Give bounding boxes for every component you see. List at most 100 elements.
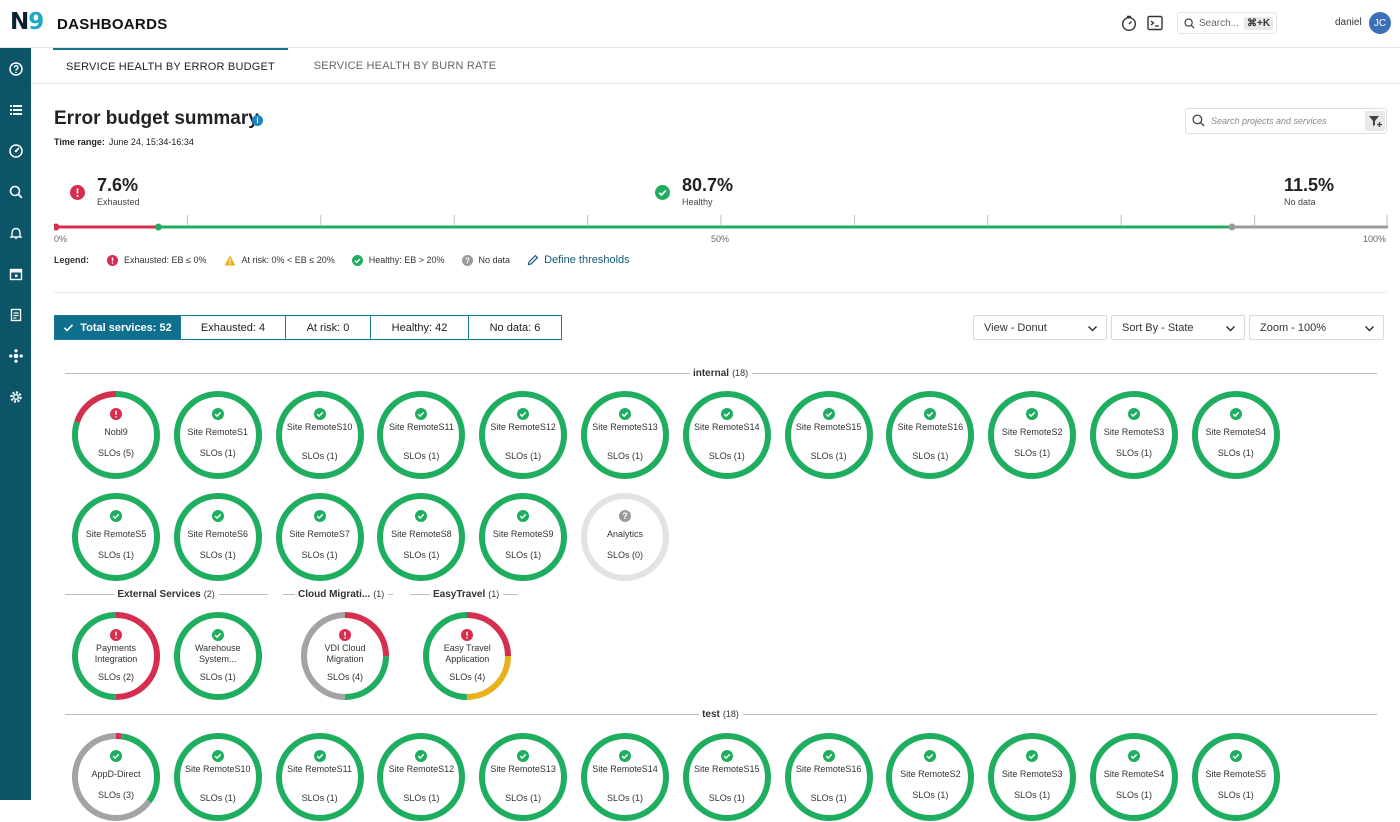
sort-select[interactable]: Sort By - State bbox=[1111, 315, 1245, 340]
global-search[interactable]: Search... ⌘+K bbox=[1177, 12, 1277, 34]
integrations-icon[interactable] bbox=[0, 344, 31, 368]
service-donut[interactable]: Site RemoteS12 SLOs (1) bbox=[478, 390, 568, 480]
service-donut[interactable]: Site RemoteS8 SLOs (1) bbox=[376, 492, 466, 582]
service-donut[interactable]: Site RemoteS11 SLOs (1) bbox=[376, 390, 466, 480]
service-donut[interactable]: Site RemoteS16 SLOs (1) bbox=[784, 732, 874, 822]
warning-icon bbox=[224, 255, 235, 265]
zoom-select-value: Zoom - 100% bbox=[1260, 321, 1327, 334]
service-slo-count: SLOs (5) bbox=[97, 448, 134, 458]
group-divider bbox=[410, 593, 430, 595]
project-search-input[interactable]: Search projects and services bbox=[1185, 108, 1387, 134]
service-donut[interactable]: Site RemoteS7 SLOs (1) bbox=[275, 492, 365, 582]
service-donut[interactable]: Site RemoteS4 SLOs (1) bbox=[1089, 732, 1179, 822]
legend: Legend: Exhausted: EB ≤ 0% At risk: 0% <… bbox=[54, 253, 630, 267]
legend-exhausted-label: Exhausted: EB ≤ 0% bbox=[124, 255, 207, 265]
group-name[interactable]: test bbox=[702, 708, 720, 720]
tab-burn-rate[interactable]: SERVICE HEALTH BY BURN RATE bbox=[313, 60, 497, 72]
help-icon[interactable] bbox=[0, 57, 31, 81]
filter-no-data[interactable]: No data: 6 bbox=[469, 315, 562, 340]
service-name: Site RemoteS5 bbox=[1205, 769, 1267, 779]
alert-bell-icon[interactable] bbox=[0, 221, 31, 245]
donut-segment-healthy bbox=[479, 733, 568, 821]
service-donut[interactable]: Site RemoteS10 SLOs (1) bbox=[275, 390, 365, 480]
service-slo-count: SLOs (1) bbox=[505, 451, 542, 461]
donut-ring bbox=[72, 391, 160, 479]
donut-segment-healthy bbox=[886, 391, 975, 479]
filter-healthy[interactable]: Healthy: 42 bbox=[371, 315, 469, 340]
terminal-icon[interactable] bbox=[1146, 14, 1164, 32]
exhausted-label: Exhausted bbox=[97, 197, 140, 207]
donut-ring bbox=[1090, 391, 1178, 479]
group-divider bbox=[283, 593, 295, 595]
service-slo-count: SLOs (1) bbox=[1217, 790, 1254, 800]
username[interactable]: daniel bbox=[1335, 17, 1362, 28]
document-icon[interactable] bbox=[0, 303, 31, 327]
service-slo-count: SLOs (1) bbox=[1014, 790, 1051, 800]
legend-title: Legend: bbox=[54, 255, 89, 265]
service-donut[interactable]: VDI Cloud Migration SLOs (4) bbox=[300, 611, 390, 701]
avatar[interactable]: JC bbox=[1369, 12, 1391, 34]
filter-exhausted[interactable]: Exhausted: 4 bbox=[181, 315, 286, 340]
filter-total[interactable]: Total services: 52 bbox=[54, 315, 181, 340]
service-donut[interactable]: Site RemoteS5 SLOs (1) bbox=[71, 492, 161, 582]
service-donut[interactable]: Site RemoteS13 SLOs (1) bbox=[580, 390, 670, 480]
filter-at-risk[interactable]: At risk: 0 bbox=[286, 315, 371, 340]
zoom-select[interactable]: Zoom - 100% bbox=[1249, 315, 1384, 340]
dashboard-tabs: SERVICE HEALTH BY ERROR BUDGET SERVICE H… bbox=[31, 48, 1400, 84]
service-donut[interactable]: Site RemoteS14 SLOs (1) bbox=[682, 390, 772, 480]
service-slo-count: SLOs (1) bbox=[199, 448, 236, 458]
group-divider bbox=[503, 593, 518, 595]
service-donut[interactable]: Warehouse System... SLOs (1) bbox=[173, 611, 263, 701]
service-donut[interactable]: Site RemoteS4 SLOs (1) bbox=[1191, 390, 1281, 480]
group-name[interactable]: External Services bbox=[117, 588, 201, 600]
info-icon[interactable]: i bbox=[252, 115, 263, 126]
service-slo-count: SLOs (1) bbox=[505, 550, 542, 560]
group-name[interactable]: internal bbox=[692, 367, 730, 379]
service-donut[interactable]: Site RemoteS15 SLOs (1) bbox=[682, 732, 772, 822]
nobl9-logo[interactable]: N9 bbox=[10, 9, 44, 35]
donut-segment-healthy bbox=[72, 612, 160, 700]
service-donut[interactable]: Nobl9 SLOs (5) bbox=[71, 390, 161, 480]
service-donut[interactable]: Site RemoteS2 SLOs (1) bbox=[987, 390, 1077, 480]
service-donut[interactable]: Site RemoteS6 SLOs (1) bbox=[173, 492, 263, 582]
service-donut[interactable]: Site RemoteS15 SLOs (1) bbox=[784, 390, 874, 480]
add-filter-button[interactable] bbox=[1365, 111, 1385, 131]
donut-segment-healthy bbox=[784, 733, 873, 821]
group-name[interactable]: Cloud Migrati... bbox=[298, 588, 371, 600]
service-donut[interactable]: Site RemoteS1 SLOs (1) bbox=[173, 390, 263, 480]
list-icon[interactable] bbox=[0, 98, 31, 122]
service-slo-count: SLOs (1) bbox=[199, 550, 236, 560]
exhausted-icon bbox=[339, 629, 352, 641]
view-select[interactable]: View - Donut bbox=[973, 315, 1107, 340]
service-donut[interactable]: Site RemoteS12 SLOs (1) bbox=[376, 732, 466, 822]
search-analytics-icon[interactable] bbox=[0, 180, 31, 204]
define-thresholds-link[interactable]: Define thresholds bbox=[527, 254, 630, 266]
service-name: Site RemoteS13 bbox=[592, 422, 658, 432]
service-donut[interactable]: Easy Travel Application SLOs (4) bbox=[422, 611, 512, 701]
service-donut[interactable]: ? Analytics SLOs (0) bbox=[580, 492, 670, 582]
service-donut[interactable]: Site RemoteS10 SLOs (1) bbox=[173, 732, 263, 822]
service-donut[interactable]: Site RemoteS3 SLOs (1) bbox=[1089, 390, 1179, 480]
settings-icon[interactable] bbox=[0, 385, 31, 409]
service-donut[interactable]: Site RemoteS14 SLOs (1) bbox=[580, 732, 670, 822]
tab-error-budget[interactable]: SERVICE HEALTH BY ERROR BUDGET bbox=[53, 48, 288, 84]
service-donut[interactable]: Payments Integration SLOs (2) bbox=[71, 611, 161, 701]
donut-segment-healthy bbox=[72, 493, 160, 581]
service-donut[interactable]: Site RemoteS11 SLOs (1) bbox=[275, 732, 365, 822]
healthy-icon bbox=[313, 510, 326, 522]
group-name[interactable]: EasyTravel bbox=[433, 588, 486, 600]
service-donut[interactable]: Site RemoteS3 SLOs (1) bbox=[987, 732, 1077, 822]
service-donut[interactable]: AppD-Direct SLOs (3) bbox=[71, 732, 161, 822]
service-donut[interactable]: Site RemoteS13 SLOs (1) bbox=[478, 732, 568, 822]
axis-max: 100% bbox=[1363, 234, 1387, 244]
legend-at-risk: At risk: 0% < EB ≤ 20% bbox=[224, 255, 335, 266]
calendar-icon[interactable] bbox=[0, 262, 31, 286]
timer-icon[interactable] bbox=[1120, 14, 1138, 32]
donut-ring bbox=[173, 733, 262, 821]
service-donut[interactable]: Site RemoteS16 SLOs (1) bbox=[885, 390, 975, 480]
service-donut[interactable]: Site RemoteS5 SLOs (1) bbox=[1191, 732, 1281, 822]
gauge-icon[interactable] bbox=[0, 139, 31, 163]
service-donut[interactable]: Site RemoteS9 SLOs (1) bbox=[478, 492, 568, 582]
app-title: DASHBOARDS bbox=[57, 16, 168, 33]
service-donut[interactable]: Site RemoteS2 SLOs (1) bbox=[885, 732, 975, 822]
